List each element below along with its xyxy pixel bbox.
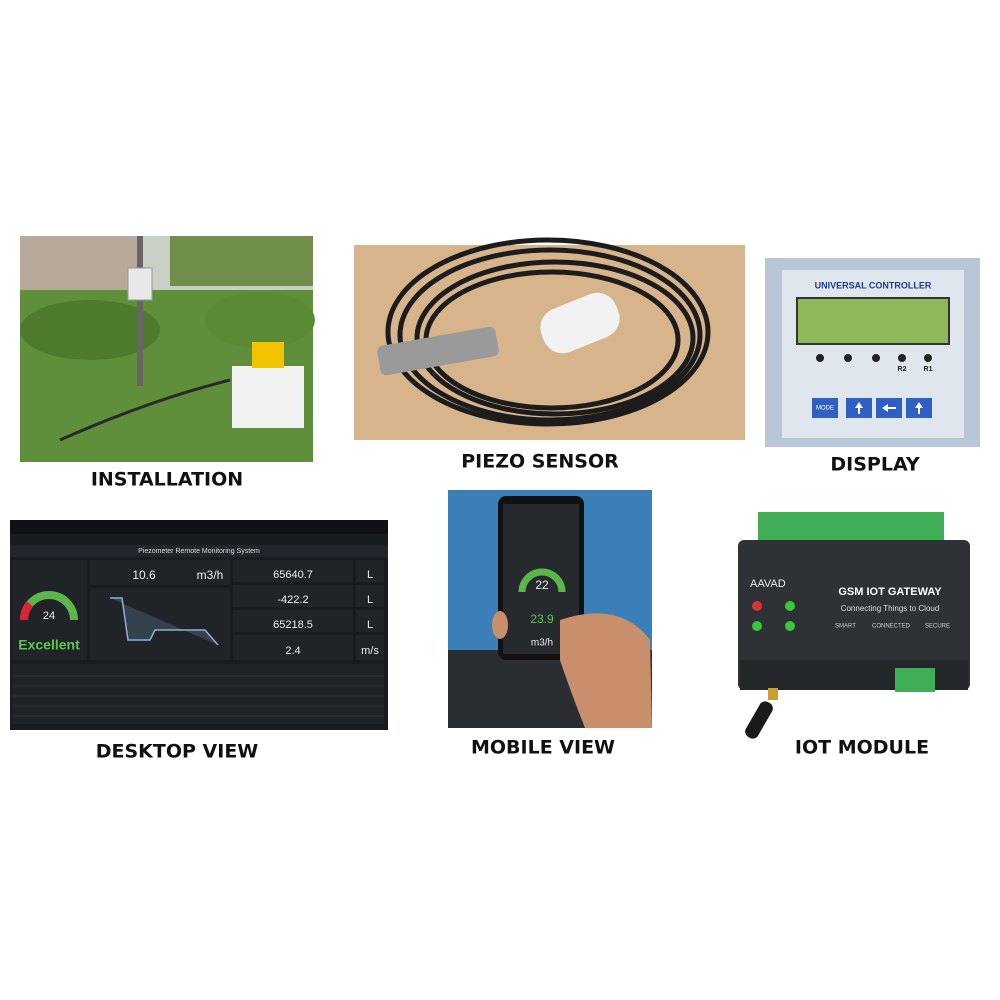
shape [356, 585, 384, 607]
caption: DESKTOP VIEW [96, 741, 259, 763]
reading-value: 65218.5 [273, 619, 313, 631]
gauge-status: Excellent [18, 637, 80, 653]
gauge-value: 22 [535, 578, 549, 592]
reading-unit: L [367, 569, 373, 581]
button [812, 398, 838, 418]
shape [752, 601, 762, 611]
pole [137, 236, 143, 386]
power-terminal [895, 668, 935, 692]
hand [560, 613, 652, 728]
caption: DISPLAY [830, 454, 919, 476]
reading-rows [233, 560, 384, 660]
shape [785, 601, 795, 611]
shape [924, 354, 932, 362]
reading-value: 2.4 [285, 645, 300, 657]
reading-unit: L [367, 594, 373, 606]
shape [356, 560, 384, 582]
shape [785, 621, 795, 631]
shape [414, 259, 696, 417]
bucket [252, 342, 284, 368]
caption: PIEZO SENSOR [461, 451, 619, 473]
reading-value: -422.2 [277, 594, 308, 606]
antenna-connector [768, 688, 778, 700]
brand: AAVAD [750, 578, 786, 590]
shape [233, 635, 353, 660]
leds [816, 354, 932, 362]
enclosure [127, 267, 153, 301]
bush [205, 292, 315, 348]
shape [844, 354, 852, 362]
gauge-value: 24 [43, 610, 55, 622]
module-body [738, 540, 970, 690]
antenna [745, 701, 773, 739]
up-arrow [855, 402, 863, 414]
caption: INSTALLATION [91, 469, 243, 491]
gauge-arc [518, 568, 566, 593]
top-bar [10, 520, 388, 534]
reading-value: 23.9 [530, 612, 554, 626]
foam-float [540, 292, 620, 354]
thumb [492, 611, 508, 639]
cable [59, 378, 231, 442]
gauge-arc-low [20, 601, 34, 621]
reading-value: 65640.7 [273, 569, 313, 581]
terminal-block [758, 512, 944, 542]
left-arrow [882, 404, 896, 412]
trend-line [110, 597, 219, 646]
module-title: GSM IOT GATEWAY [838, 586, 942, 598]
badge: CONNECTED [872, 624, 911, 630]
enter-arrow [915, 402, 923, 414]
reading-unit: L [367, 619, 373, 631]
shape [898, 354, 906, 362]
reading-unit: m3/h [531, 638, 553, 649]
button-label: MODE [816, 406, 834, 412]
badge: SMART [835, 624, 856, 630]
shape [233, 610, 353, 632]
reading-unit: m3/h [197, 568, 224, 582]
panel [782, 270, 964, 438]
shape [752, 621, 762, 631]
badge: SECURE [925, 624, 950, 630]
shape [233, 585, 353, 607]
mobile-photo: 22 23.9 m3/h MOBILE VIEW [448, 490, 652, 759]
title-row [10, 545, 388, 557]
shape [233, 560, 353, 582]
installation-photo: INSTALLATION [20, 236, 315, 491]
flow-panel [90, 560, 230, 585]
piezo-photo: PIEZO SENSOR [354, 237, 745, 473]
caption: IOT MODULE [795, 737, 929, 759]
trees [170, 236, 313, 286]
shape [385, 237, 711, 427]
iot-photo: AAVAD GSM IOT GATEWAY Connecting Things … [738, 512, 970, 759]
lcd [796, 297, 950, 345]
shape [872, 354, 880, 362]
shape [356, 635, 384, 660]
status-leds [752, 601, 795, 631]
dashboard-title: Piezometer Remote Monitoring System [138, 548, 260, 555]
display-photo: UNIVERSAL CONTROLLER R2 R1 MODE DISPLAY [765, 258, 980, 476]
table-rows [12, 675, 384, 717]
bush [20, 300, 160, 360]
shape [356, 610, 384, 632]
shape [397, 247, 703, 423]
led-label: R1 [924, 366, 933, 373]
reading-unit: m/s [361, 645, 379, 657]
concrete-base [232, 366, 304, 428]
chart-panel [90, 588, 230, 660]
shape [816, 354, 824, 362]
caption: MOBILE VIEW [471, 737, 615, 759]
led-label: R2 [898, 366, 907, 373]
desktop-screenshot: Piezometer Remote Monitoring System 24 E… [10, 520, 388, 763]
controller-title: UNIVERSAL CONTROLLER [815, 280, 932, 290]
probe [377, 326, 499, 376]
log-table [12, 664, 384, 724]
tagline: Connecting Things to Cloud [841, 604, 940, 613]
reading-value: 10.6 [132, 568, 156, 582]
